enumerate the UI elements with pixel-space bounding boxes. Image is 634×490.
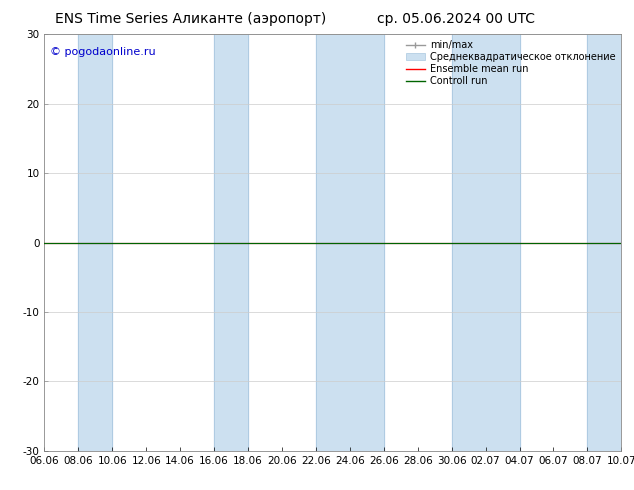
Bar (214, 34, 248, 451)
Legend: min/max, Среднеквадратическое отклонение, Ensemble mean run, Controll run: min/max, Среднеквадратическое отклонение… (402, 36, 619, 90)
Bar (587, 34, 634, 451)
Bar (79, 34, 112, 451)
Text: ср. 05.06.2024 00 UTC: ср. 05.06.2024 00 UTC (377, 12, 536, 26)
Bar (316, 34, 384, 451)
Text: © pogodaonline.ru: © pogodaonline.ru (50, 47, 156, 57)
Text: ENS Time Series Аликанте (аэропорт): ENS Time Series Аликанте (аэропорт) (55, 12, 326, 26)
Bar (451, 34, 519, 451)
